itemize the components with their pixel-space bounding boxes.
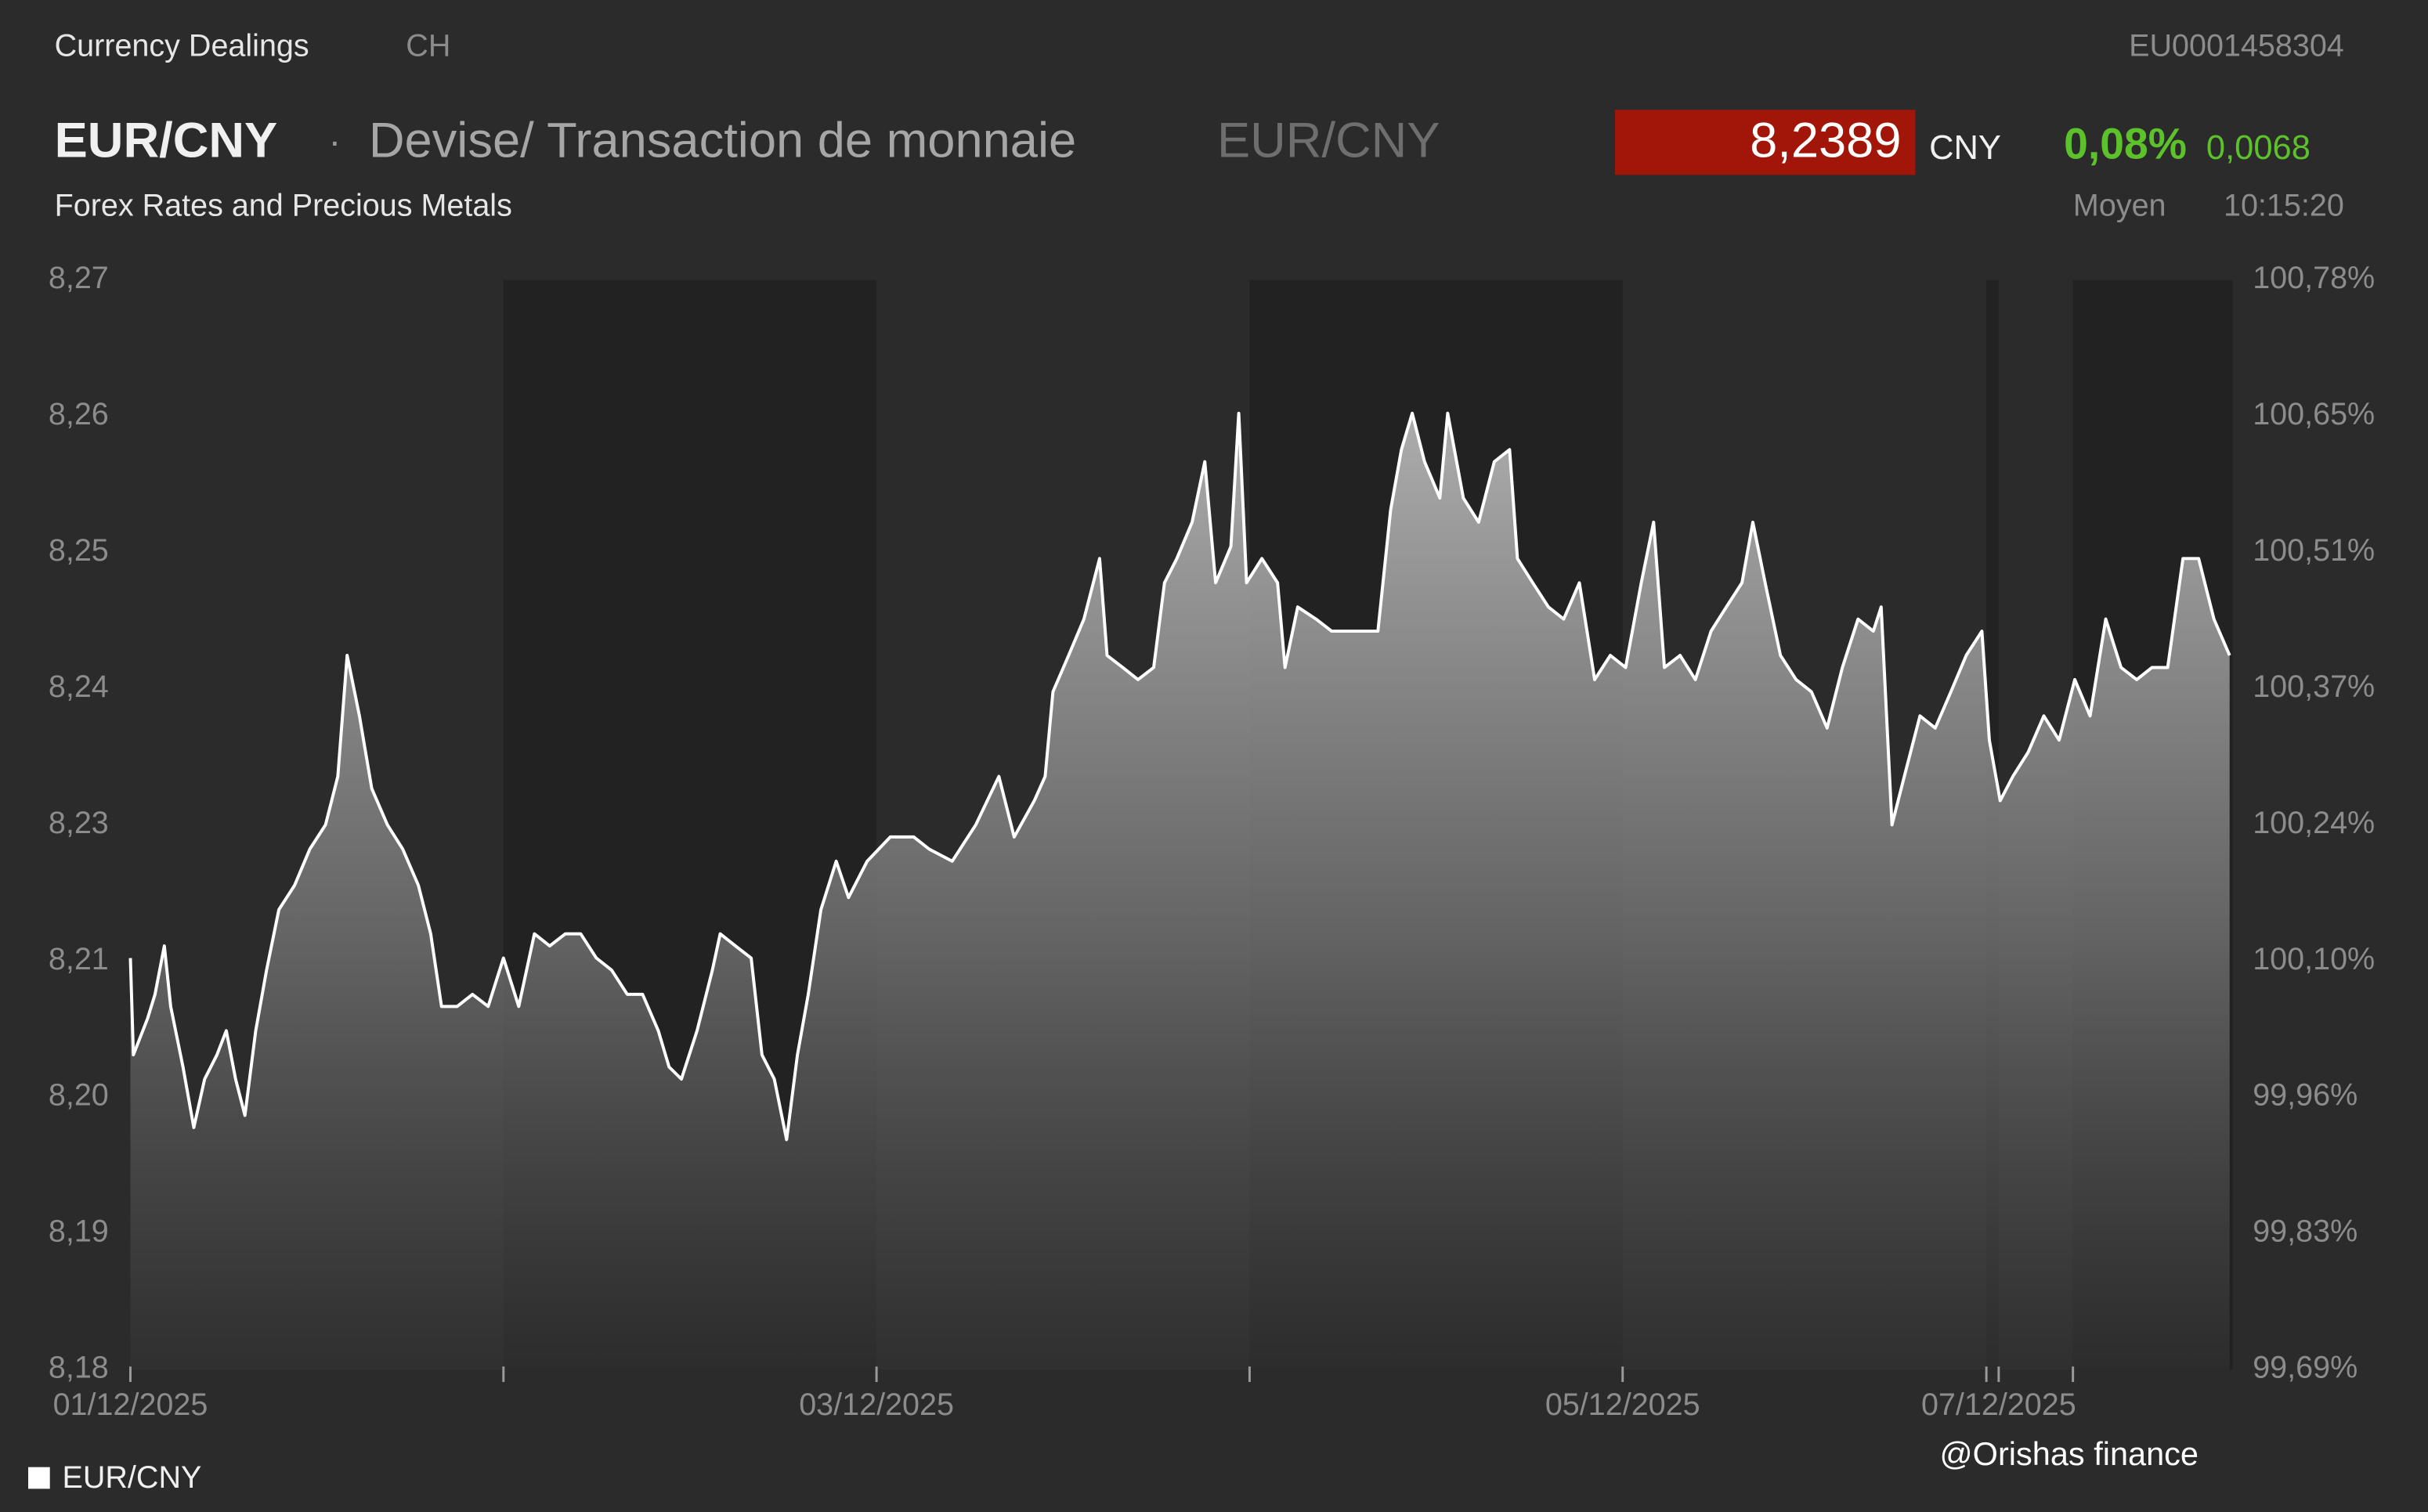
y2-tick-label: 100,78% xyxy=(2253,261,2375,295)
price: 8,2389 xyxy=(1750,114,1901,168)
watermark: @Orishas finance xyxy=(1940,1435,2199,1472)
change-abs: 0,0068 xyxy=(2206,129,2311,167)
y-tick-label: 8,25 xyxy=(49,533,109,568)
y2-tick-label: 100,10% xyxy=(2253,942,2375,976)
isin: EU0001458304 xyxy=(2129,29,2344,63)
y-tick-label: 8,26 xyxy=(49,397,109,431)
x-tick-label: 03/12/2025 xyxy=(799,1388,954,1422)
legend-swatch xyxy=(28,1467,50,1489)
x-tick-label: 01/12/2025 xyxy=(53,1388,208,1422)
y2-tick-label: 100,37% xyxy=(2253,669,2375,704)
separator: · xyxy=(328,121,341,162)
price-box xyxy=(1614,110,1916,175)
y-tick-label: 8,20 xyxy=(49,1078,109,1113)
region: CH xyxy=(406,29,450,63)
description: Devise/ Transaction de monnaie xyxy=(369,114,1076,168)
change-pct: 0,08% xyxy=(2064,119,2187,168)
symbol-alt: EUR/CNY xyxy=(1217,114,1440,168)
y2-tick-label: 99,96% xyxy=(2253,1078,2358,1113)
legend-label: EUR/CNY xyxy=(63,1460,202,1495)
y-tick-label: 8,21 xyxy=(49,942,109,976)
price-type: Moyen xyxy=(2073,188,2166,222)
y2-tick-label: 99,69% xyxy=(2253,1351,2358,1385)
y2-tick-label: 100,65% xyxy=(2253,397,2375,431)
y-tick-label: 8,27 xyxy=(49,261,109,295)
time: 10:15:20 xyxy=(2224,188,2344,222)
currency: CNY xyxy=(1929,129,2001,167)
y2-tick-label: 100,51% xyxy=(2253,533,2375,568)
y-tick-label: 8,23 xyxy=(49,806,109,840)
y2-tick-label: 100,24% xyxy=(2253,806,2375,840)
x-tick-label: 07/12/2025 xyxy=(1921,1388,2076,1422)
y2-tick-label: 99,83% xyxy=(2253,1214,2358,1249)
subtitle: Forex Rates and Precious Metals xyxy=(55,188,512,222)
y-tick-label: 8,19 xyxy=(49,1214,109,1249)
section: Currency Dealings xyxy=(55,29,309,63)
y-tick-label: 8,18 xyxy=(49,1351,109,1385)
symbol: EUR/CNY xyxy=(55,114,278,168)
y-tick-label: 8,24 xyxy=(49,669,109,704)
x-tick-label: 05/12/2025 xyxy=(1545,1388,1700,1422)
price-line xyxy=(128,411,2231,1142)
